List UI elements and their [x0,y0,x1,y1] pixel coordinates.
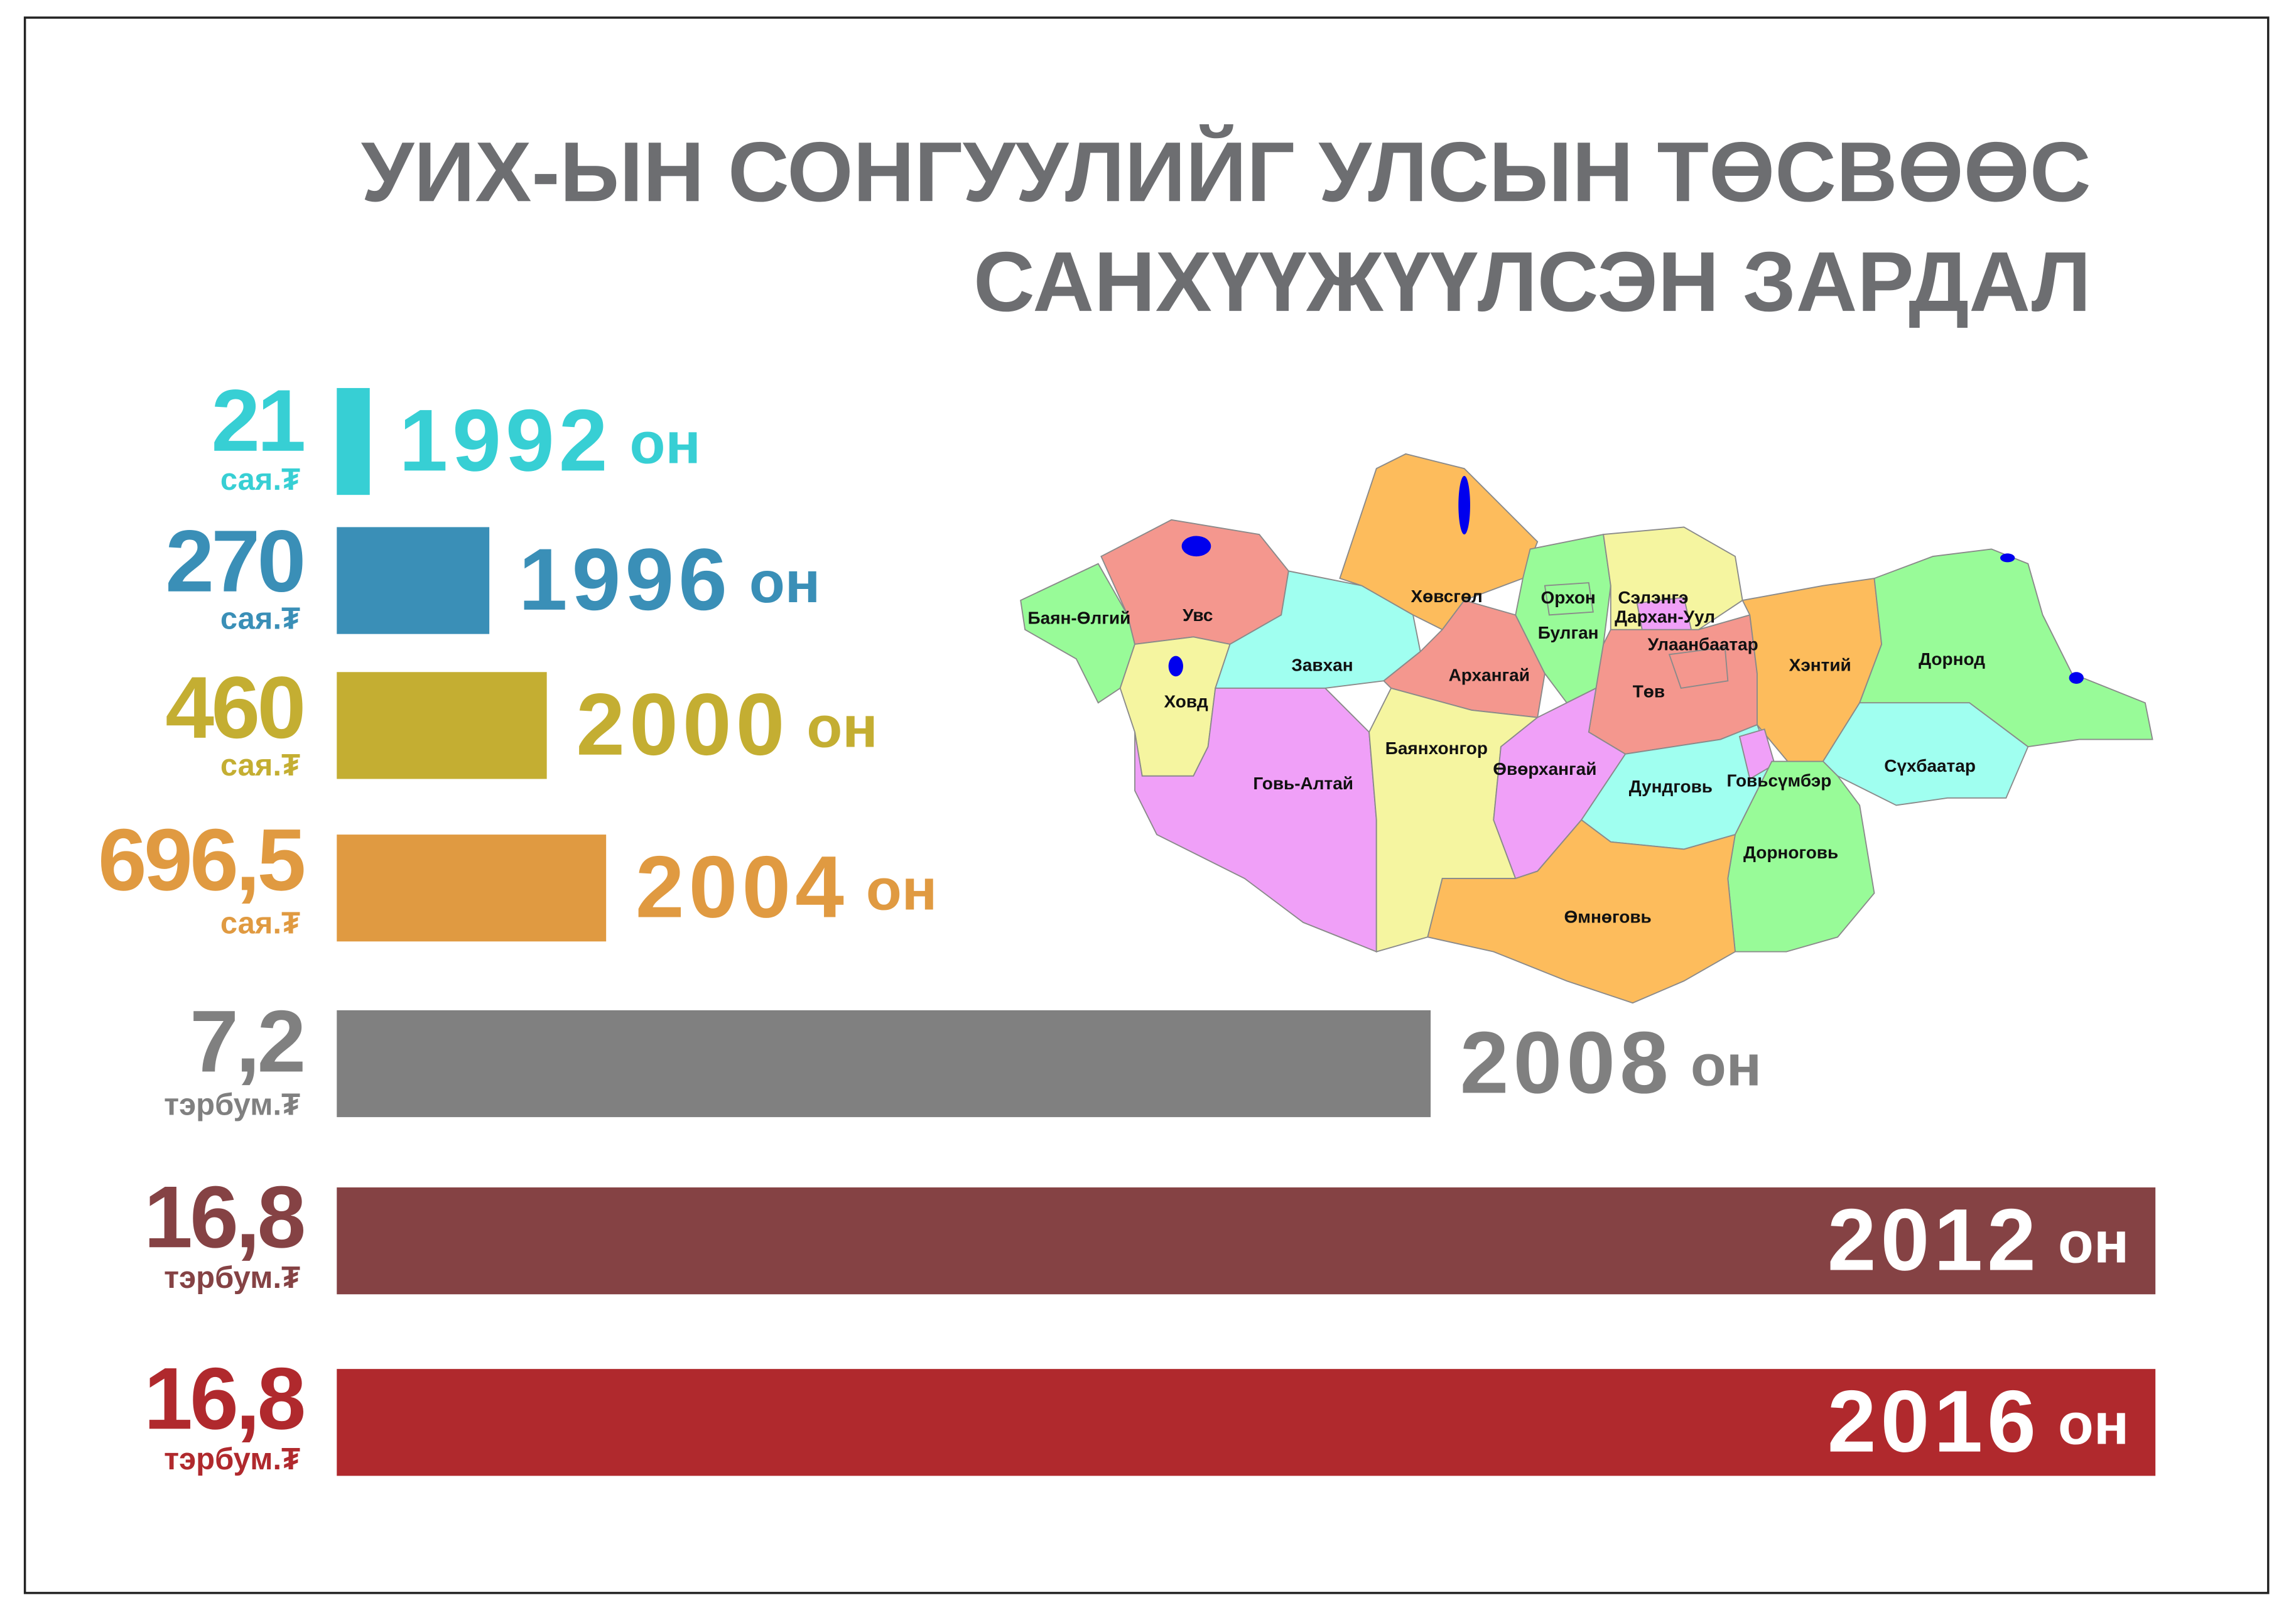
map-label: Дундговь [1629,777,1713,796]
frame [23,16,2270,1594]
lake [1181,536,1211,557]
map-label: Хэнтий [1789,655,1851,674]
map: Баян-Өлгий Увс Ховд Завхан Хөвсгөл Архангай Бу… [1020,453,2153,1004]
map-label: Төв [1633,681,1665,701]
map-label: Сүхбаатар [1884,756,1976,775]
bar [337,387,370,495]
year: 1992 [399,391,612,489]
lake [2000,553,2015,563]
value-label: 270 [165,512,303,610]
year-suffix: он [630,410,701,475]
year: 2012 [1828,1190,2040,1289]
year-suffix: он [866,856,937,922]
map-label: Увс [1183,605,1213,625]
map-label: Булган [1538,623,1599,642]
map-region [1668,646,1729,689]
year: 2004 [636,837,848,936]
value-label: 21 [211,371,303,470]
map-regions [1020,453,2153,1004]
year-suffix: он [749,549,820,615]
year-label: 2000 он [576,675,877,774]
map-label: Говь-Алтай [1253,774,1353,793]
bar [337,1187,2156,1295]
map-label: Ховд [1164,692,1208,711]
bar [337,835,607,942]
value-label: 696,5 [98,810,304,909]
lake [1458,475,1470,535]
value-label: 16,8 [144,1349,303,1447]
chart-title: САНХҮҮЖҮҮЛСЭН ЗАРДАЛ [973,234,2091,329]
value-label: 7,2 [190,991,303,1090]
bar [337,672,547,779]
map-label: Улаанбаатар [1648,635,1758,654]
unit-label: сая.₮ [220,748,300,782]
bar [337,527,490,634]
year: 1996 [519,530,732,629]
bar [337,1010,1431,1118]
year-suffix: он [2058,1391,2129,1456]
unit-label: тэрбум.₮ [164,1442,300,1476]
unit-label: сая.₮ [220,602,300,636]
map-label: Хөвсгөл [1411,586,1483,606]
map-label: Дорнод [1919,649,1985,669]
bar [337,1369,2156,1476]
year-label: 2016 он [1828,1372,2129,1471]
year-label: 2012 он [1828,1190,2129,1289]
map-region [1544,582,1594,616]
map-label: Орхон [1541,588,1596,607]
value-label: 460 [165,658,303,757]
map-label: Дархан-Уул [1615,607,1715,626]
map-region [1427,819,1736,1004]
lake [1168,656,1183,677]
map-labels: Баян-Өлгий Увс Ховд Завхан Хөвсгөл Архангай Бу… [1028,586,1986,927]
unit-label: тэрбум.₮ [164,1261,300,1295]
year-label: 1992 он [399,391,700,489]
map-label: Сэлэнгэ [1618,588,1688,607]
year: 2016 [1828,1372,2040,1471]
year: 2000 [576,675,789,774]
map-label: Архангай [1449,666,1530,685]
unit-label: сая.₮ [220,907,300,941]
year-suffix: он [1691,1032,1762,1098]
unit-label: тэрбум.₮ [164,1088,300,1122]
year-suffix: он [2058,1209,2129,1275]
map-label: Говьсүмбэр [1727,771,1832,791]
year: 2008 [1460,1013,1673,1111]
year-label: 2008 он [1460,1013,1762,1111]
year-label: 2004 он [636,837,937,936]
year-suffix: он [806,694,877,759]
year-label: 1996 он [519,530,820,629]
lake [2069,672,2084,684]
map-label: Өвөрхангай [1493,759,1596,779]
map-label: Баян-Өлгий [1028,608,1131,628]
map-label: Өмнөговь [1564,907,1652,926]
unit-label: сая.₮ [220,463,300,497]
map-label: Завхан [1291,655,1353,674]
value-label: 16,8 [144,1167,303,1266]
map-label: Баянхонгор [1385,738,1488,758]
map-label: Дорноговь [1743,843,1838,862]
chart-title: УИХ-ЫН СОНГУУЛИЙГ УЛСЫН ТӨСВӨӨС [361,124,2091,219]
